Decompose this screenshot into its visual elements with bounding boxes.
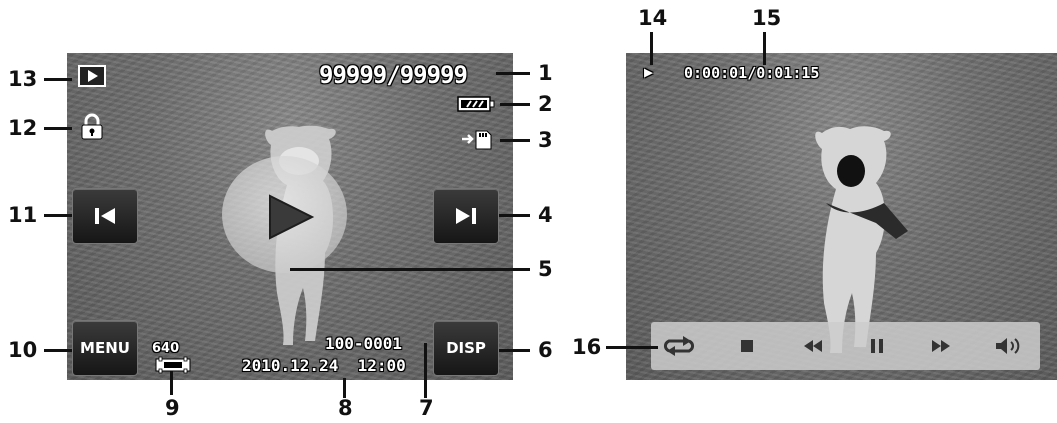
movie-icon (155, 356, 191, 378)
resolution-label: 640 (152, 341, 180, 356)
callout-4: 4 (538, 203, 553, 227)
time-counter: 0:00:01/0:01:15 (684, 64, 820, 82)
callout-9: 9 (165, 396, 180, 420)
callout-15: 15 (752, 6, 782, 30)
next-button[interactable] (433, 188, 499, 244)
play-icon (269, 194, 315, 240)
memory-card-icon (461, 129, 493, 155)
stop-icon (741, 340, 753, 352)
fast-forward-button[interactable] (913, 322, 969, 370)
callout-line-16 (606, 346, 658, 349)
callout-16: 16 (572, 335, 602, 359)
callout-12: 12 (8, 116, 38, 140)
file-number: 100-0001 (325, 334, 403, 353)
callout-5: 5 (538, 257, 553, 281)
callout-8: 8 (338, 396, 353, 420)
playback-screen-right: ▶ 0:00:01/0:01:15 (626, 53, 1057, 380)
callout-line-14 (650, 32, 653, 65)
date-time: 2010.12.24 12:00 (242, 356, 406, 375)
callout-line-6 (499, 349, 530, 352)
pause-icon (871, 339, 883, 353)
previous-icon (95, 208, 115, 224)
callout-line-1 (496, 72, 530, 75)
rewind-icon (804, 340, 822, 352)
callout-line-2 (500, 103, 530, 106)
play-status-icon: ▶ (644, 63, 654, 81)
rewind-button[interactable] (785, 322, 841, 370)
callout-10: 10 (8, 338, 38, 362)
menu-button[interactable]: MENU (72, 320, 138, 376)
disp-button[interactable]: DISP (433, 320, 499, 376)
callout-line-11 (44, 214, 72, 217)
file-counter: 99999/99999 (319, 61, 468, 89)
repeat-icon (664, 336, 694, 356)
callout-line-10 (44, 349, 72, 352)
callout-1: 1 (538, 61, 553, 85)
callout-line-12 (44, 127, 72, 130)
previous-button[interactable] (72, 188, 138, 244)
next-icon (456, 208, 476, 224)
dog-photo (815, 126, 908, 353)
playback-screen-left: 99999/99999 MENU DISP 640 (67, 53, 513, 380)
lock-icon (79, 113, 105, 145)
callout-14: 14 (638, 6, 668, 30)
video-control-bar (651, 322, 1040, 370)
callout-6: 6 (538, 338, 553, 362)
callout-line-7 (424, 343, 427, 398)
callout-line-15 (763, 32, 766, 65)
callout-13: 13 (8, 67, 38, 91)
callout-line-8 (343, 378, 346, 398)
pause-button[interactable] (849, 322, 905, 370)
callout-line-13 (44, 78, 72, 81)
callout-3: 3 (538, 128, 553, 152)
callout-2: 2 (538, 92, 553, 116)
volume-button[interactable] (981, 322, 1037, 370)
callout-7: 7 (419, 396, 434, 420)
battery-icon (457, 95, 495, 117)
volume-icon (996, 338, 1020, 354)
playback-mode-icon (78, 65, 106, 87)
play-button-overlay[interactable] (222, 156, 347, 273)
repeat-button[interactable] (651, 322, 707, 370)
callout-11: 11 (8, 203, 38, 227)
callout-line-5 (290, 268, 530, 271)
callout-line-9 (170, 371, 173, 395)
callout-line-3 (500, 139, 530, 142)
fast-forward-icon (932, 340, 950, 352)
stop-button[interactable] (719, 322, 775, 370)
callout-line-4 (499, 214, 530, 217)
